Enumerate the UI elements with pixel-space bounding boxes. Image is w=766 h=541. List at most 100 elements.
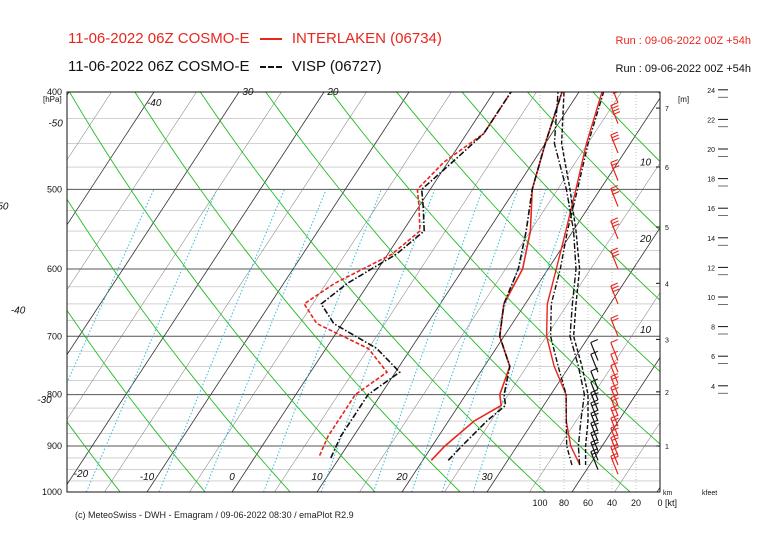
height-tick-label: 1 <box>665 444 669 451</box>
wind-barb-staff <box>590 370 599 390</box>
dry-adiabat-line <box>396 92 660 373</box>
wind-barb-flag <box>610 131 619 136</box>
isotherm-line <box>0 92 27 492</box>
pressure-tick-label: 800 <box>47 390 62 400</box>
mixing-ratio-line <box>472 189 575 492</box>
isotherm-line <box>316 92 580 492</box>
grid-layer <box>0 92 660 492</box>
isotherm-line <box>571 356 660 492</box>
temperature-profile-line <box>447 92 563 461</box>
temp-skew-label: -50 <box>0 202 9 213</box>
title-station-2: 11-06-2022 06Z COSMO-E VISP (06727) <box>68 58 382 75</box>
label-layer: 4005006007008009001000[hPa]-100102030-60… <box>0 87 728 508</box>
dry-adiabat-line <box>199 92 546 492</box>
dry-adiabat-line <box>134 92 461 492</box>
wind-barb-flag <box>611 162 619 167</box>
footer-credit: (c) MeteoSwiss - DWH - Emagram / 09-06-2… <box>75 510 354 520</box>
isotherm-line <box>231 92 495 492</box>
pressure-tick-label: 600 <box>47 264 62 274</box>
mixing-ratio-line <box>67 189 155 384</box>
mixing-ratio-line <box>320 189 436 492</box>
wind-barb-flag <box>590 339 599 344</box>
wind-barb <box>610 185 620 207</box>
wind-tick-label: 20 <box>631 498 641 508</box>
isotherm-line <box>67 92 325 486</box>
title-station-name-1: INTERLAKEN (06734) <box>291 30 442 47</box>
wind-barb-flag <box>611 376 619 381</box>
temp-tick-label: 20 <box>395 472 408 483</box>
wind-speed-profile-line <box>560 92 589 465</box>
kfeet-tick-label: 4 <box>711 384 715 391</box>
dry-adiabat-line <box>265 92 631 492</box>
wind-barb-staff <box>590 342 599 361</box>
legend-line-solid-icon <box>259 38 282 41</box>
temp-skew-label: -40 <box>11 306 26 317</box>
height-profile-line <box>545 92 603 466</box>
wind-barb-staff <box>590 353 599 373</box>
dry-adiabat-line <box>0 92 35 492</box>
mixing-ratio-line <box>203 189 327 492</box>
wind-barb <box>610 247 620 270</box>
wind-barb <box>610 314 619 337</box>
kfeet-tick-label: 18 <box>707 177 715 184</box>
isotherm-line <box>67 92 197 291</box>
isotherm-line <box>104 92 367 492</box>
wind-barb-flag <box>611 134 619 139</box>
wind-barb-flag <box>611 285 619 290</box>
height-tick-label: 7 <box>665 106 669 113</box>
wind-barb <box>610 102 621 124</box>
kfeet-tick-label: 24 <box>707 88 715 95</box>
wind-barb <box>590 339 599 361</box>
height-tick-label: 3 <box>665 337 669 344</box>
temp-skew-label: -30 <box>239 87 254 98</box>
run-info-1: Run : 09-06-2022 00Z +54h <box>615 35 751 47</box>
isotherm-line <box>529 292 660 492</box>
dewpoint-profile-line <box>320 92 512 459</box>
height-tick-label: 4 <box>665 281 669 288</box>
mixing-ratio-line <box>411 189 519 492</box>
title-station-name-2: VISP (06727) <box>291 58 382 75</box>
plot-frame <box>66 91 661 493</box>
temp-skew-label: -20 <box>324 87 339 98</box>
kfeet-tick-label: 20 <box>707 147 715 154</box>
height-tick-label: 6 <box>665 165 669 172</box>
wind-barb-staff <box>610 365 619 384</box>
dry-adiabat-line <box>67 198 291 492</box>
dry-adiabat-line <box>592 92 660 163</box>
wind-barb-flag <box>610 185 619 190</box>
height-km-label: km <box>663 490 673 497</box>
temp-skew-label: -50 <box>48 119 63 130</box>
wind-tick-label: 40 <box>607 498 617 508</box>
height-axis-label: [m] <box>678 95 689 104</box>
kfeet-tick-label: 8 <box>711 325 715 332</box>
wind-barb-staff <box>610 342 619 361</box>
wind-barb-flag <box>612 108 620 113</box>
wind-barb-flag <box>611 82 618 85</box>
isotherm-line <box>67 92 70 96</box>
height-tick-label: 5 <box>665 225 669 232</box>
wind-barb-flag <box>612 288 620 293</box>
pressure-tick-label: 900 <box>47 441 62 451</box>
isotherm-line <box>486 227 660 492</box>
isotherm-line <box>67 92 155 226</box>
isotherm-line <box>67 92 282 420</box>
isotherm-line <box>67 92 112 161</box>
title-model-1: 11-06-2022 06Z COSMO-E <box>68 30 250 47</box>
temp-skew-label: -20 <box>74 469 89 480</box>
kfeet-tick-label: 6 <box>711 354 715 361</box>
isotherm-line <box>614 422 660 492</box>
kfeet-tick-label: 16 <box>707 206 715 213</box>
mixing-ratio-line <box>263 189 382 492</box>
wind-barb-flag <box>610 247 619 252</box>
temp-skew-label: 20 <box>639 234 652 245</box>
pressure-axis-label: [hPa] <box>43 95 62 104</box>
temp-skew-label: 10 <box>640 325 652 336</box>
dewpoint-profile-line <box>303 92 512 456</box>
wind-barb-flag <box>612 111 621 116</box>
wind-barb <box>610 131 620 154</box>
wind-tick-label: 0 <box>657 498 662 508</box>
wind-barb-flag <box>610 282 619 287</box>
mixing-ratio-line <box>158 189 285 492</box>
wind-tick-label: 60 <box>583 498 593 508</box>
